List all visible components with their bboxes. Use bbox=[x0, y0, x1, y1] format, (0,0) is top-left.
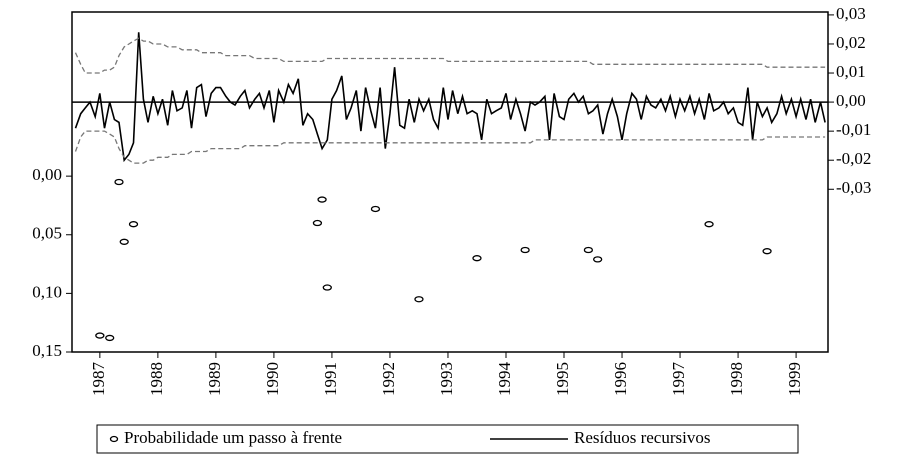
probability-point bbox=[105, 334, 115, 342]
x-tick-label: 1991 bbox=[321, 362, 340, 396]
x-tick-label: 1995 bbox=[553, 362, 572, 396]
probability-point bbox=[119, 238, 129, 245]
legend-box bbox=[96, 424, 799, 454]
probability-point bbox=[593, 256, 603, 263]
y-tick-label: 0,00 bbox=[32, 165, 62, 184]
y2-tick-label: 0,03 bbox=[836, 4, 866, 23]
probability-point bbox=[128, 221, 139, 228]
probability-point bbox=[322, 284, 332, 291]
x-tick-label: 1994 bbox=[495, 362, 514, 397]
legend-label: Probabilidade um passo à frente bbox=[124, 428, 342, 447]
y2-tick-label: -0,03 bbox=[836, 178, 871, 197]
probability-point bbox=[370, 205, 381, 213]
probability-point bbox=[762, 248, 772, 255]
y2-tick-label: -0,02 bbox=[836, 149, 871, 168]
x-tick-label: 1988 bbox=[147, 362, 166, 396]
probability-point bbox=[583, 246, 594, 254]
y2-tick-label: 0,00 bbox=[836, 91, 866, 110]
y-tick-label: 0,10 bbox=[32, 282, 62, 301]
probability-point bbox=[472, 255, 482, 262]
x-tick-label: 1987 bbox=[89, 362, 108, 397]
x-tick-label: 1989 bbox=[205, 362, 224, 396]
legend-marker bbox=[109, 435, 119, 443]
probability-point bbox=[520, 246, 530, 254]
probability-point bbox=[704, 221, 714, 228]
y2-tick-label: 0,02 bbox=[836, 33, 866, 52]
residual-line bbox=[74, 32, 826, 163]
y-tick-label: 0,15 bbox=[32, 341, 62, 360]
x-tick-label: 1992 bbox=[379, 362, 398, 396]
probability-point bbox=[312, 219, 323, 227]
probability-point bbox=[317, 196, 327, 203]
y2-tick-label: -0,01 bbox=[836, 120, 871, 139]
probability-point bbox=[95, 332, 105, 339]
band-line bbox=[74, 37, 826, 74]
x-tick-label: 1998 bbox=[727, 362, 746, 396]
x-tick-label: 1999 bbox=[785, 362, 804, 396]
y2-tick-label: 0,01 bbox=[836, 62, 866, 81]
probability-point bbox=[414, 296, 424, 303]
x-tick-label: 1990 bbox=[263, 362, 282, 396]
x-tick-label: 1996 bbox=[611, 362, 630, 396]
x-tick-label: 1997 bbox=[669, 362, 688, 397]
band-line bbox=[74, 130, 826, 164]
probability-point bbox=[114, 178, 124, 186]
y-tick-label: 0,05 bbox=[32, 224, 62, 243]
plot-frame bbox=[71, 11, 829, 353]
legend-label: Resíduos recursivos bbox=[574, 428, 710, 447]
x-tick-label: 1993 bbox=[437, 362, 456, 396]
